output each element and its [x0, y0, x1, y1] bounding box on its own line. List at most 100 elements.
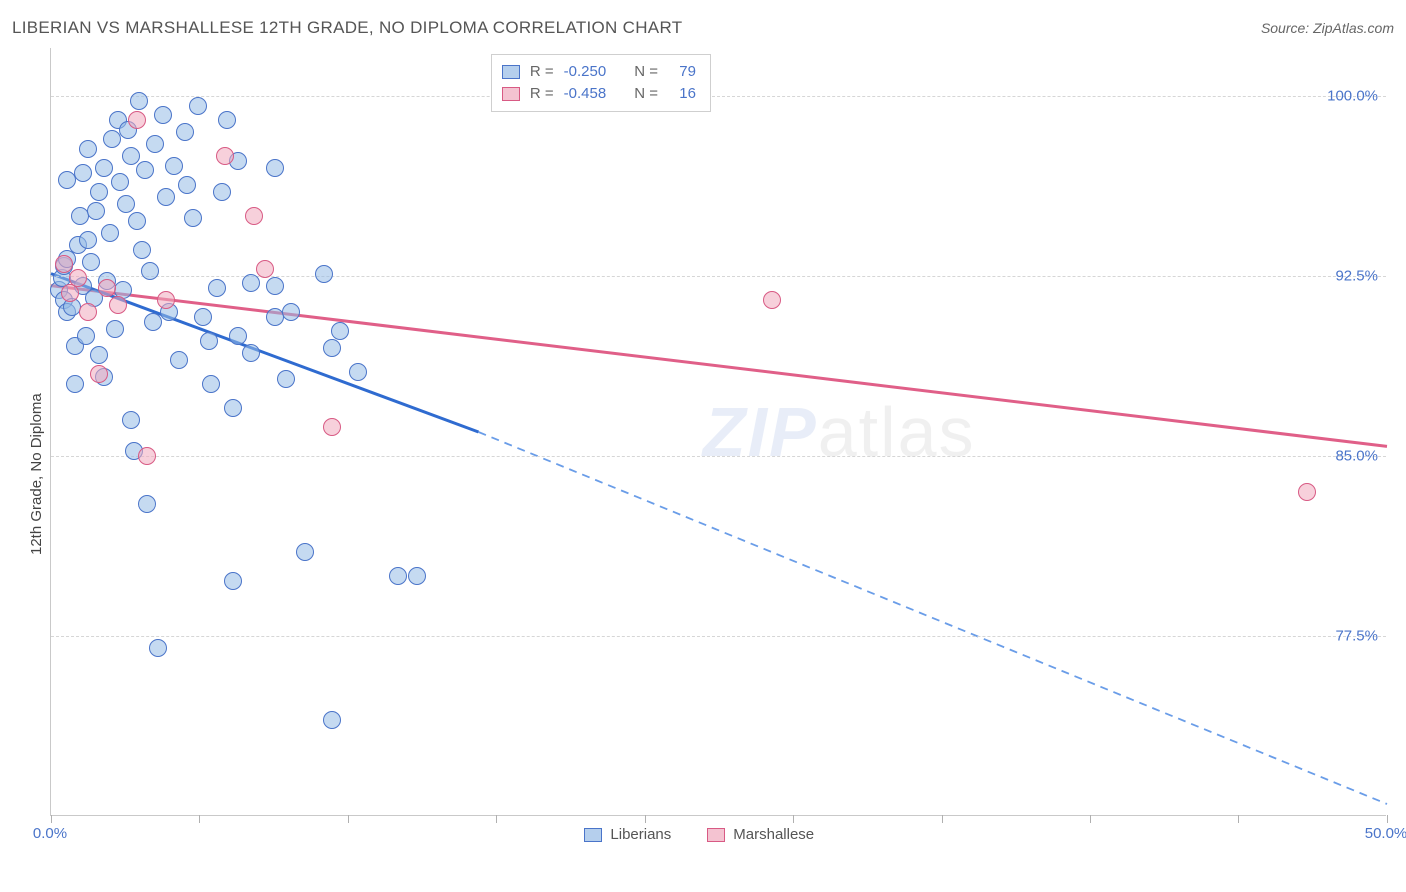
scatter-point [178, 176, 196, 194]
n-value: 79 [668, 61, 696, 83]
scatter-point [296, 543, 314, 561]
scatter-point [315, 265, 333, 283]
source-attribution: Source: ZipAtlas.com [1261, 20, 1394, 36]
y-tick-label: 77.5% [1335, 628, 1378, 645]
x-tick-label: 50.0% [1365, 825, 1406, 842]
scatter-point [323, 418, 341, 436]
scatter-point [189, 97, 207, 115]
n-value: 16 [668, 83, 696, 105]
legend-swatch [584, 828, 602, 842]
y-axis-title: 12th Grade, No Diploma [28, 393, 45, 555]
x-tick [51, 815, 52, 823]
scatter-point [79, 140, 97, 158]
scatter-point [74, 164, 92, 182]
scatter-point [157, 188, 175, 206]
scatter-point [242, 344, 260, 362]
y-tick-label: 92.5% [1335, 268, 1378, 285]
watermark: ZIPatlas [703, 392, 976, 472]
x-tick [793, 815, 794, 823]
scatter-point [176, 123, 194, 141]
chart-header: LIBERIAN VS MARSHALLESE 12TH GRADE, NO D… [12, 18, 1394, 38]
chart-title: LIBERIAN VS MARSHALLESE 12TH GRADE, NO D… [12, 18, 682, 38]
legend-row: R =-0.250N =79 [502, 61, 696, 83]
scatter-point [256, 260, 274, 278]
scatter-point [218, 111, 236, 129]
scatter-point [331, 322, 349, 340]
scatter-point [389, 567, 407, 585]
correlation-legend: R =-0.250N =79R =-0.458N =16 [491, 54, 711, 112]
series-name: Marshallese [733, 826, 814, 843]
scatter-point [266, 277, 284, 295]
series-name: Liberians [610, 826, 671, 843]
scatter-point [208, 279, 226, 297]
y-tick-label: 100.0% [1327, 88, 1378, 105]
scatter-point [141, 262, 159, 280]
scatter-point [349, 363, 367, 381]
scatter-point [122, 147, 140, 165]
scatter-point [66, 375, 84, 393]
scatter-point [202, 375, 220, 393]
scatter-point [170, 351, 188, 369]
x-tick [1238, 815, 1239, 823]
scatter-point [216, 147, 234, 165]
scatter-point [90, 183, 108, 201]
r-value: -0.458 [564, 83, 607, 105]
scatter-point [277, 370, 295, 388]
scatter-point [763, 291, 781, 309]
x-tick [645, 815, 646, 823]
scatter-point [165, 157, 183, 175]
scatter-point [130, 92, 148, 110]
scatter-point [79, 231, 97, 249]
scatter-point [154, 106, 172, 124]
r-value: -0.250 [564, 61, 607, 83]
legend-swatch [502, 87, 520, 101]
series-legend-item: Marshallese [707, 826, 814, 843]
scatter-point [194, 308, 212, 326]
scatter-point [138, 495, 156, 513]
scatter-point [229, 327, 247, 345]
scatter-point [224, 572, 242, 590]
scatter-point [69, 269, 87, 287]
scatter-point [128, 212, 146, 230]
x-tick [199, 815, 200, 823]
scatter-point [133, 241, 151, 259]
series-legend: Liberians Marshallese [584, 826, 814, 843]
legend-swatch [502, 65, 520, 79]
scatter-point [128, 111, 146, 129]
legend-swatch [707, 828, 725, 842]
scatter-point [111, 173, 129, 191]
scatter-point [98, 279, 116, 297]
series-legend-item: Liberians [584, 826, 671, 843]
scatter-point [149, 639, 167, 657]
scatter-point [282, 303, 300, 321]
scatter-point [138, 447, 156, 465]
scatter-point [224, 399, 242, 417]
scatter-point [146, 135, 164, 153]
scatter-point [408, 567, 426, 585]
x-tick [496, 815, 497, 823]
scatter-point [157, 291, 175, 309]
scatter-point [323, 339, 341, 357]
scatter-point [109, 296, 127, 314]
scatter-point [266, 159, 284, 177]
scatter-point [82, 253, 100, 271]
scatter-point [213, 183, 231, 201]
x-tick [1090, 815, 1091, 823]
gridline [51, 96, 1386, 97]
gridline [51, 456, 1386, 457]
x-tick [1387, 815, 1388, 823]
x-tick [348, 815, 349, 823]
plot-area: ZIPatlas 77.5% 85.0% 92.5% 100.0% [50, 48, 1386, 816]
trend-lines-layer [51, 48, 1387, 816]
scatter-point [136, 161, 154, 179]
scatter-point [103, 130, 121, 148]
scatter-point [200, 332, 218, 350]
gridline [51, 636, 1386, 637]
x-tick [942, 815, 943, 823]
scatter-point [95, 159, 113, 177]
y-tick-label: 85.0% [1335, 448, 1378, 465]
scatter-point [90, 346, 108, 364]
scatter-point [1298, 483, 1316, 501]
scatter-point [144, 313, 162, 331]
scatter-point [101, 224, 119, 242]
